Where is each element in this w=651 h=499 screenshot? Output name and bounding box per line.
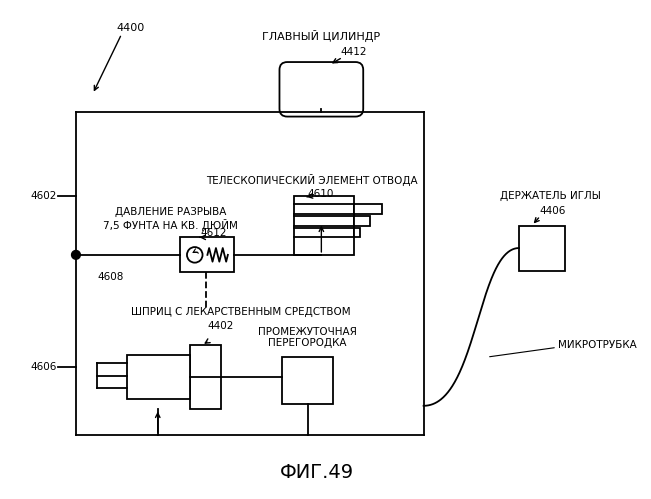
Bar — [354, 204, 381, 214]
Text: 4402: 4402 — [208, 321, 234, 331]
Text: МИКРОТРУБКА: МИКРОТРУБКА — [558, 340, 637, 350]
Text: ПРОМЕЖУТОЧНАЯ
ПЕРЕГОРОДКА: ПРОМЕЖУТОЧНАЯ ПЕРЕГОРОДКА — [258, 327, 357, 348]
Circle shape — [72, 250, 80, 259]
Bar — [180, 238, 234, 272]
Text: ГЛАВНЫЙ ЦИЛИНДР: ГЛАВНЫЙ ЦИЛИНДР — [262, 30, 380, 42]
Circle shape — [187, 247, 202, 262]
Text: ТЕЛЕСКОПИЧЕСКИЙ ЭЛЕМЕНТ ОТВОДА: ТЕЛЕСКОПИЧЕСКИЙ ЭЛЕМЕНТ ОТВОДА — [206, 174, 417, 186]
Text: 4610: 4610 — [308, 189, 334, 199]
Text: 4608: 4608 — [98, 272, 124, 282]
Bar — [354, 228, 360, 238]
Text: 4606: 4606 — [30, 362, 57, 372]
Bar — [190, 345, 221, 409]
Bar — [354, 216, 370, 226]
Text: ФИГ.49: ФИГ.49 — [279, 463, 353, 482]
Bar — [126, 355, 190, 399]
Bar — [283, 357, 333, 404]
Text: 4612: 4612 — [201, 229, 227, 239]
FancyBboxPatch shape — [279, 62, 363, 117]
Bar — [294, 197, 354, 255]
Bar — [519, 226, 565, 271]
Text: ДАВЛЕНИЕ РАЗРЫВА
7,5 ФУНТА НА КВ. ДЮЙМ: ДАВЛЕНИЕ РАЗРЫВА 7,5 ФУНТА НА КВ. ДЮЙМ — [103, 207, 238, 231]
Text: 4406: 4406 — [540, 206, 566, 216]
Text: ДЕРЖАТЕЛЬ ИГЛЫ: ДЕРЖАТЕЛЬ ИГЛЫ — [500, 192, 601, 202]
Text: ШПРИЦ С ЛЕКАРСТВЕННЫМ СРЕДСТВОМ: ШПРИЦ С ЛЕКАРСТВЕННЫМ СРЕДСТВОМ — [131, 307, 350, 317]
Text: 4400: 4400 — [117, 23, 145, 33]
Text: 4602: 4602 — [30, 192, 57, 202]
Text: 4412: 4412 — [341, 47, 367, 57]
